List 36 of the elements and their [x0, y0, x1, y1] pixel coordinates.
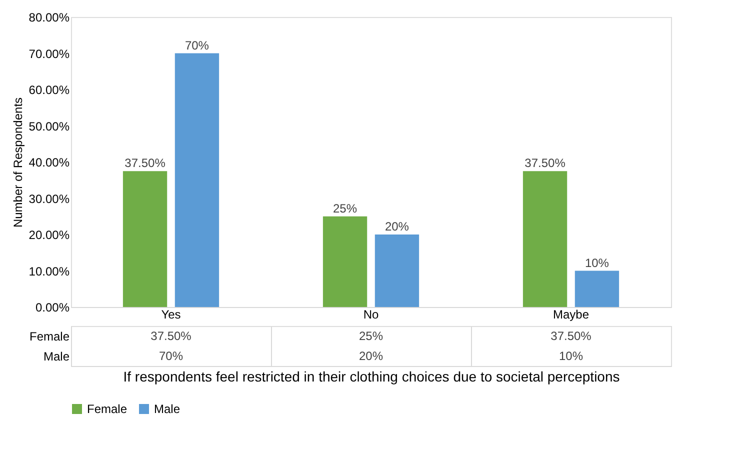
data-label: 37.50% — [550, 329, 592, 343]
text: 10% — [584, 256, 609, 270]
y-axis-title: Number of Respondents — [10, 97, 25, 228]
text: 20% — [384, 220, 409, 234]
data-label: 20% — [358, 349, 384, 363]
x-axis-title: If respondents feel restricted in their clothing choices due to societal perceptions — [123, 368, 620, 384]
y-tick-label: 30.00% — [28, 192, 70, 206]
data-label: 70% — [158, 349, 184, 363]
data-label: 37.50% — [150, 329, 192, 343]
y-tick-label: 80.00% — [28, 10, 70, 24]
x-tick-label: Maybe — [552, 308, 590, 322]
text: 25% — [333, 201, 358, 216]
y-tick-label: 70.00% — [28, 46, 70, 61]
bar — [374, 234, 420, 307]
bar — [174, 53, 220, 307]
data-label: 25% — [358, 329, 384, 343]
text: 70% — [184, 38, 209, 52]
bar — [322, 216, 368, 307]
y-tick-label: 10.00% — [28, 264, 70, 278]
legend-label: Female — [87, 402, 128, 416]
data-label: 10% — [558, 349, 584, 363]
y-tick-label: 40.00% — [28, 156, 70, 170]
y-tick-label: 20.00% — [28, 228, 70, 242]
legend-label: Male — [154, 402, 180, 416]
y-tick-label: 0.00% — [35, 300, 70, 314]
bar — [522, 171, 568, 307]
bar — [574, 270, 620, 307]
x-tick-label: Yes — [161, 308, 181, 322]
text: 37.50% — [524, 156, 566, 170]
y-tick-label: 50.00% — [28, 119, 70, 134]
text: 37.50% — [124, 156, 166, 170]
y-tick-label: 60.00% — [28, 83, 70, 97]
text: Female — [29, 330, 70, 344]
x-tick-label: No — [363, 308, 379, 322]
text: Male — [43, 350, 70, 364]
bar — [122, 171, 168, 307]
